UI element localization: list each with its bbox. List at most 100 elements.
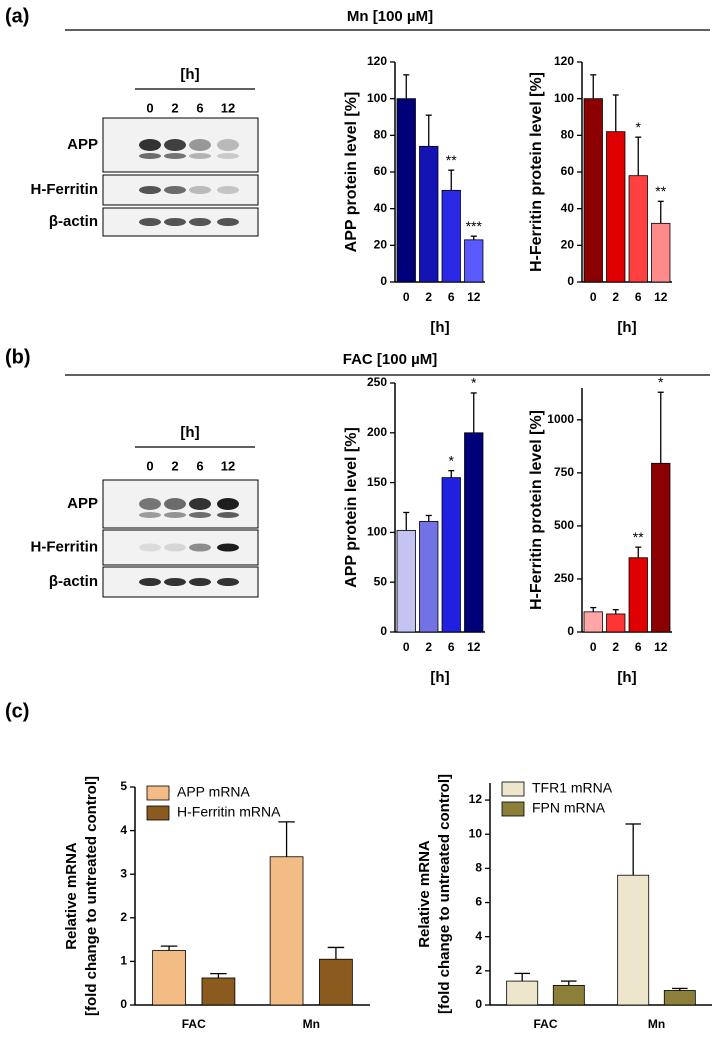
blot-band [217, 512, 239, 518]
x-tick-label: 0 [590, 640, 597, 654]
bar [651, 462, 671, 633]
blot-band [164, 512, 186, 518]
y-tick-label: 40 [374, 201, 388, 215]
y-tick-label: 500 [554, 518, 574, 532]
bar [606, 131, 626, 283]
y-tick-label: 40 [561, 201, 575, 215]
blot-band [189, 578, 211, 586]
blot-band [189, 186, 211, 194]
x-tick-label: 6 [635, 290, 642, 304]
y-tick-label: 20 [561, 238, 575, 252]
x-tick-label: Mn [648, 1017, 665, 1031]
significance: ** [655, 183, 666, 199]
bar [628, 557, 648, 633]
blot-band [217, 153, 239, 159]
blot-band [189, 543, 211, 552]
y-axis-title: APP protein level [%] [343, 92, 360, 253]
x-tick-label: 2 [425, 640, 432, 654]
x-tick-label: 0 [403, 640, 410, 654]
y-tick-label: 200 [367, 425, 387, 439]
x-axis-title: [h] [430, 669, 449, 686]
x-axis-title: [h] [617, 669, 636, 686]
legend-swatch [501, 801, 525, 817]
y-tick-label: 8 [475, 861, 482, 875]
lane-label: 0 [146, 100, 153, 115]
x-tick-label: 6 [635, 640, 642, 654]
significance: ** [446, 152, 457, 168]
bar [628, 175, 648, 283]
y-tick-label: 5 [120, 779, 127, 793]
blot-band [164, 186, 186, 194]
bar [506, 980, 539, 1006]
y-tick-label: 150 [367, 475, 387, 489]
significance: * [471, 375, 477, 391]
blot-band [164, 543, 186, 552]
blot-band [189, 512, 211, 518]
legend-label: H-Ferritin mRNA [177, 804, 281, 820]
x-tick-label: 2 [612, 290, 619, 304]
blot-band [139, 512, 161, 518]
x-tick-label: FAC [534, 1017, 558, 1031]
y-tick-label: 3 [120, 866, 127, 880]
treatment-title: FAC [100 µM] [343, 351, 438, 368]
x-axis-title: [h] [617, 319, 636, 336]
blot-band [189, 498, 211, 510]
y-tick-label: 250 [367, 375, 387, 389]
x-tick-label: 0 [590, 290, 597, 304]
x-tick-label: 0 [403, 290, 410, 304]
blot-band [139, 578, 161, 586]
blot-band [189, 139, 211, 151]
significance: * [636, 119, 642, 135]
blot-band [217, 139, 239, 151]
legend-swatch [501, 781, 525, 797]
blot-band [164, 498, 186, 510]
y-tick-label: 100 [367, 91, 387, 105]
lane-label: 6 [196, 458, 203, 473]
blot-band [164, 578, 186, 586]
y-axis-title: Relative mRNA [63, 842, 80, 950]
blot-time-label: [h] [180, 66, 199, 83]
bar [464, 432, 484, 633]
y-axis-title: APP protein level [%] [343, 427, 360, 588]
bar [583, 611, 603, 633]
bar [441, 477, 461, 633]
blot-band [139, 218, 161, 226]
x-tick-label: 12 [654, 290, 668, 304]
bar [152, 950, 186, 1006]
bar [651, 222, 671, 283]
y-tick-label: 60 [561, 164, 575, 178]
y-tick-label: 20 [374, 238, 388, 252]
bar [269, 856, 304, 1006]
blot-row-label: β-actin [49, 573, 98, 590]
y-tick-label: 4 [120, 823, 127, 837]
y-axis-title: [fold change to untreated control] [83, 776, 100, 1016]
bar [552, 984, 585, 1006]
blot-time-label: [h] [180, 424, 199, 441]
legend-label: APP mRNA [177, 784, 251, 800]
y-tick-label: 50 [374, 574, 388, 588]
y-tick-label: 0 [567, 274, 574, 288]
y-tick-label: 80 [561, 128, 575, 142]
blot-band [164, 153, 186, 159]
bar [396, 530, 416, 633]
blot-band [139, 153, 161, 159]
y-tick-label: 0 [120, 997, 127, 1011]
y-axis-title: Relative mRNA [416, 840, 433, 948]
x-tick-label: Mn [303, 1017, 320, 1031]
blot-band [217, 186, 239, 194]
y-tick-label: 10 [469, 826, 483, 840]
blot-band [217, 218, 239, 226]
lane-label: 12 [221, 458, 235, 473]
blot-band [217, 543, 239, 552]
y-tick-label: 1 [120, 954, 127, 968]
x-axis-title: [h] [430, 319, 449, 336]
x-tick-label: 12 [467, 640, 481, 654]
blot-band [164, 139, 186, 151]
blot-band [164, 218, 186, 226]
blot-band [139, 543, 161, 552]
y-tick-label: 0 [475, 997, 482, 1011]
blot-band [139, 498, 161, 510]
y-tick-label: 100 [367, 525, 387, 539]
y-tick-label: 100 [554, 91, 574, 105]
blot-row-label: β-actin [49, 213, 98, 230]
